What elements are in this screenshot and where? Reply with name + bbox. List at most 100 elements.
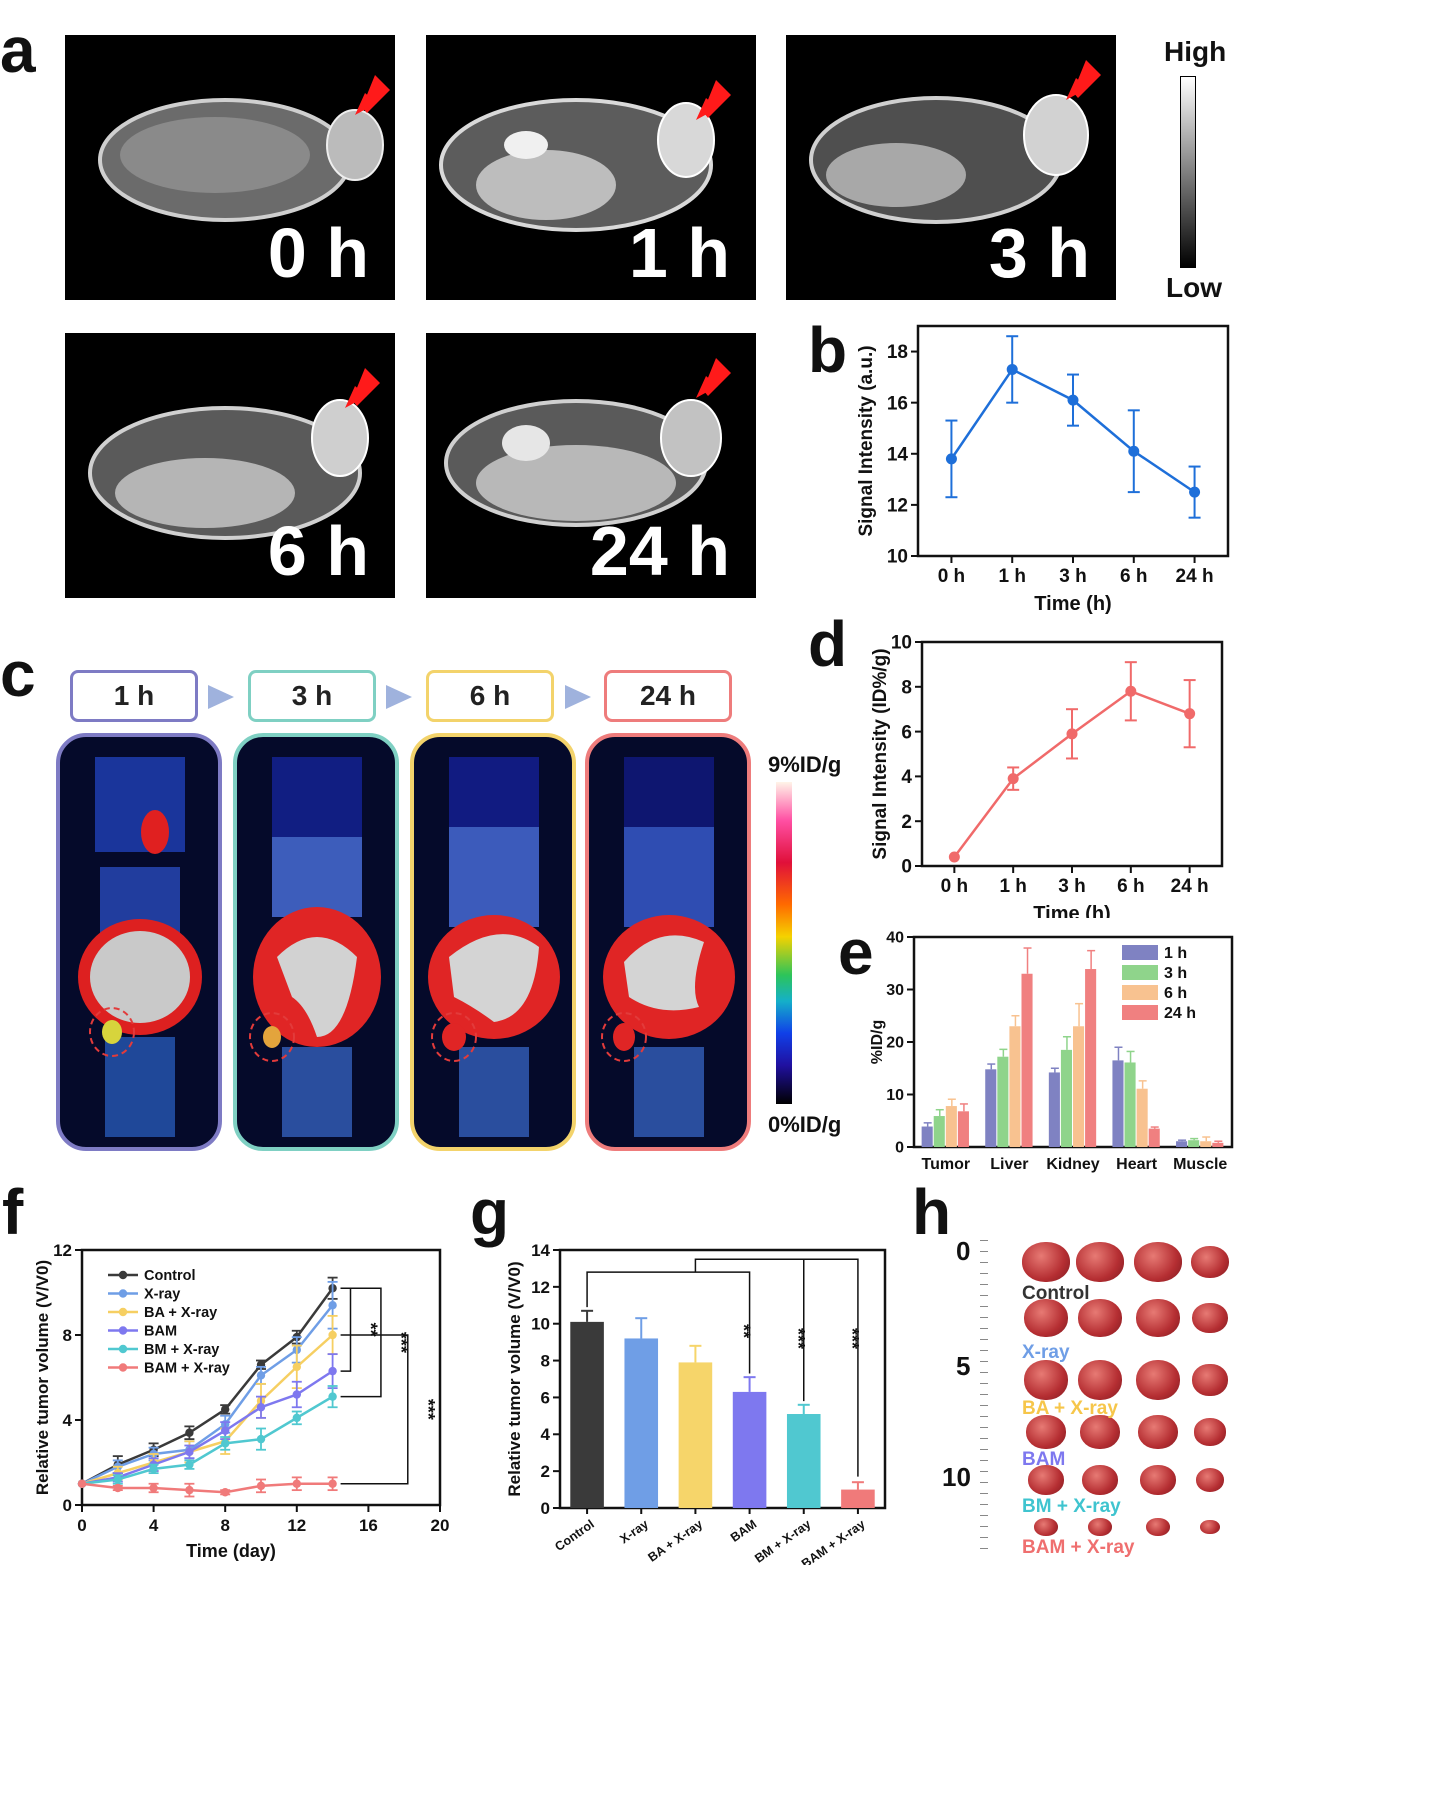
data-point (1067, 394, 1079, 406)
x-tick-label: Liver (990, 1156, 1028, 1173)
mri-body-0h (98, 75, 390, 222)
legend-marker (118, 1344, 128, 1354)
y-tick-label: 0 (895, 1140, 904, 1157)
x-tick-label: BA + X-ray (645, 1517, 705, 1565)
data-point (185, 1428, 194, 1437)
ruler-label-5: 5 (956, 1351, 971, 1381)
data-point (113, 1475, 123, 1484)
y-axis-label: %ID/g (869, 1020, 886, 1064)
tumor-roi (601, 1012, 647, 1062)
x-tick-label: 3 h (1059, 566, 1086, 587)
bar (1136, 1088, 1148, 1147)
legend-swatch (1122, 985, 1158, 1000)
y-tick-label: 4 (63, 1411, 73, 1430)
tumor-specimen (1136, 1360, 1180, 1400)
data-point (113, 1483, 123, 1493)
x-tick-label: Muscle (1173, 1156, 1227, 1173)
series-line (81, 1304, 334, 1485)
tumor-specimen (1076, 1242, 1124, 1282)
bar (1009, 1026, 1021, 1147)
y-tick-label: 12 (531, 1278, 550, 1297)
x-tick-label: 0 h (941, 876, 968, 897)
panel-letter-b: b (808, 314, 848, 386)
bar (1188, 1140, 1200, 1147)
x-tick-label: 1 h (999, 876, 1026, 897)
panel-letter-a: a (0, 14, 36, 86)
legend-marker (118, 1289, 128, 1298)
bar (624, 1338, 659, 1508)
mri-time-label: 6 h (267, 512, 369, 590)
legend-marker (118, 1270, 128, 1280)
y-tick-label: 12 (53, 1241, 72, 1260)
bar (1112, 1060, 1124, 1147)
chart-f: 0 4 8 12 0 4 8 12 16 20 Control X-ray BA + X-ray BAM B… (33, 1241, 449, 1561)
data-point (292, 1479, 301, 1488)
bar (841, 1489, 875, 1508)
data-point (256, 1371, 266, 1380)
y-tick-label: 4 (541, 1425, 551, 1444)
tumor-specimen (1195, 1468, 1225, 1492)
data-point (328, 1479, 337, 1488)
data-point (1125, 685, 1137, 697)
x-tick-label: 0 h (938, 566, 965, 587)
panel-letter-f: f (2, 1176, 24, 1248)
panel-letter-g: g (470, 1176, 510, 1248)
significance-label: *** (418, 1399, 438, 1420)
significance-label: *** (788, 1328, 808, 1349)
x-tick-label: Kidney (1046, 1156, 1099, 1173)
data-point (292, 1413, 301, 1423)
legend-label: BM + X-ray (144, 1342, 219, 1358)
pet-colorbar-max-label: 9%ID/g (768, 752, 842, 777)
tumor-specimen (1134, 1242, 1182, 1282)
x-tick-label: Tumor (922, 1156, 971, 1173)
y-tick-label: 10 (891, 633, 912, 654)
bar (957, 1111, 969, 1147)
photo-group-label: Control (1022, 1283, 1090, 1304)
significance-bracket (340, 1287, 382, 1398)
y-tick-label: 30 (886, 982, 904, 999)
photo-group-label: BM + X-ray (1022, 1496, 1121, 1517)
chart-d: 0 2 4 6 8 10 0 h 1 h 3 h 6 h 24 h Time (h) Signal In… (870, 633, 1224, 918)
mri-image-3h: 3 h (786, 35, 1116, 300)
data-point (185, 1460, 194, 1469)
data-point (1007, 773, 1019, 785)
data-point (1066, 728, 1078, 740)
data-point (328, 1392, 337, 1401)
x-tick-label: Heart (1116, 1156, 1158, 1173)
data-point (221, 1426, 230, 1435)
pet-image-1h (56, 733, 222, 1151)
mri-colorbar-low-label: Low (1166, 272, 1222, 303)
tumor-specimen (1034, 1518, 1058, 1536)
chart-b: 10 12 14 16 18 0 h 1 h 3 h 6 h 24 h Time (h) Signal… (856, 324, 1230, 615)
bar (732, 1391, 767, 1508)
mri-body-6h (88, 368, 380, 540)
x-tick-label: 24 h (1171, 876, 1209, 897)
y-tick-label: 0 (541, 1499, 550, 1518)
y-tick-label: 4 (901, 767, 912, 788)
significance-label: *** (842, 1328, 862, 1349)
mri-body-1h (439, 80, 731, 232)
tumor-specimen (1140, 1465, 1176, 1495)
x-axis-label: Time (day) (186, 1541, 276, 1561)
photo-group-label: BAM + X-ray (1022, 1537, 1135, 1558)
bar (1212, 1142, 1224, 1147)
legend-marker (118, 1326, 128, 1335)
x-tick-label: 6 h (1120, 566, 1147, 587)
y-tick-label: 10 (531, 1315, 550, 1334)
series-line (81, 1482, 333, 1494)
y-tick-label: 12 (887, 496, 908, 517)
data-point (149, 1483, 158, 1493)
pet-timepoint-6h: 6 h (426, 670, 554, 722)
photo-group-label: BA + X-ray (1022, 1398, 1118, 1419)
x-tick-label: 24 h (1176, 566, 1214, 587)
ruler (980, 1240, 988, 1558)
data-point (185, 1485, 194, 1495)
tumor-specimen (1146, 1518, 1170, 1536)
y-tick-label: 8 (901, 677, 912, 698)
y-tick-label: 20 (886, 1035, 904, 1052)
mri-image-6h: 6 h (65, 333, 395, 598)
tumor-specimen (1190, 1246, 1230, 1278)
tumor-specimen (1088, 1518, 1112, 1536)
data-point (1184, 708, 1196, 720)
bar (1200, 1141, 1212, 1147)
